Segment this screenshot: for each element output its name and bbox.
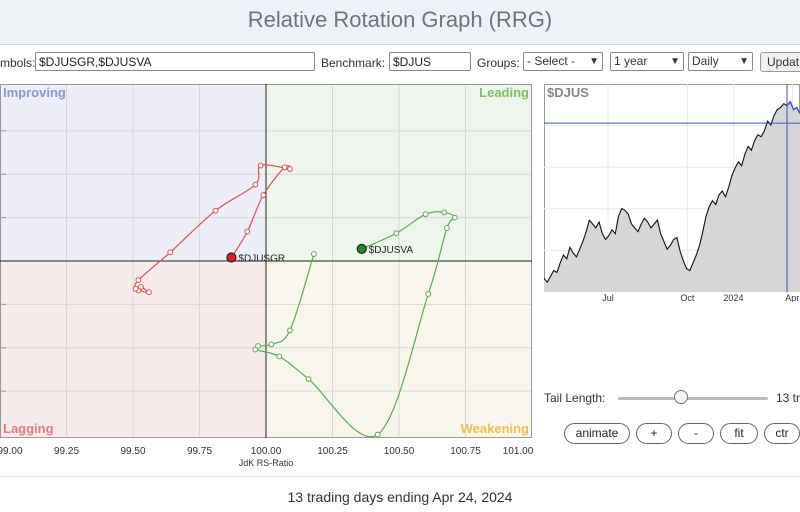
price-area-fill [544,101,800,292]
tail-point [287,327,293,334]
tail-length-control: Tail Length: 13 tra [544,388,800,408]
tail-point [244,228,251,235]
tail-point [212,207,219,214]
groups-select[interactable]: - Select - ▼ [523,52,603,71]
zoom-out-button[interactable]: - [678,423,714,444]
chevron-down-icon: ▼ [739,56,749,67]
tail-point [287,166,293,172]
price-chart-title: $DJUS [547,85,589,100]
series-head-marker [226,252,237,263]
rrg-chart[interactable]: Improving Leading Lagging Weakening 99.00 99.… [0,82,544,474]
x-tick-label: 100.50 [384,446,415,457]
zoom-in-button[interactable]: + [636,423,672,444]
period-select[interactable]: 1 year ▼ [610,52,684,71]
frequency-select-value: Daily [692,54,719,68]
tail-point [422,211,429,218]
x-tick-label: 100.00 [251,446,282,457]
benchmark-input[interactable]: $DJUS [389,52,471,71]
price-x-tick-label: Jul [602,293,614,302]
series-label: $DJUSGR [238,254,285,265]
quadrant-label-weakening: Weakening [461,421,529,436]
tail-point [135,277,142,283]
tail-length-slider-handle[interactable] [674,390,688,404]
tail-point [443,225,450,231]
benchmark-label: Benchmark: [321,56,386,70]
symbols-input[interactable]: $DJUSGR,$DJUSVA [35,52,315,71]
tail-point [146,289,152,296]
x-axis-label: JdK RS-Ratio [239,458,294,468]
tail-point [393,230,400,237]
tail-point [260,192,267,198]
tail-point [305,376,312,382]
tail-length-label: Tail Length: [544,391,606,405]
tail-point [276,353,283,360]
series-label: $DJUSVA [369,245,414,256]
tail-point [451,214,458,221]
price-x-tick-label: Apr [785,293,799,302]
animate-button[interactable]: animate [564,423,630,444]
price-x-tick-label: 2024 [723,293,743,302]
symbols-label: mbols: [0,56,36,70]
playback-controls: animate + - fit ctr [564,423,800,445]
title-bar: Relative Rotation Graph (RRG) [0,0,800,45]
tail-point [252,181,259,188]
update-button[interactable]: Updat [760,52,800,72]
price-line [544,100,800,284]
x-tick-label: 99.25 [54,446,79,457]
fit-button[interactable]: fit [720,423,758,444]
x-tick-label: 99.75 [187,446,212,457]
quadrant-label-lagging: Lagging [3,421,54,436]
tail-point [132,285,139,292]
price-x-tick-label: Oct [680,293,695,302]
benchmark-price-chart: $DJUS Jul Oct 2024 Apr [544,84,800,302]
tail-length-slider-track[interactable] [618,397,768,400]
footer-caption: 13 trading days ending Apr 24, 2024 [287,489,513,505]
series-head-marker [356,243,367,254]
frequency-select[interactable]: Daily ▼ [688,52,753,71]
tail-point [257,162,264,169]
chevron-down-icon: ▼ [670,56,680,67]
x-tick-label: 100.25 [317,446,348,457]
tail-point [167,249,174,256]
tail-point [268,341,275,348]
tail-point [374,431,381,438]
tail-point [281,164,288,171]
x-tick-label: 101.00 [503,446,534,457]
x-tick-label: 99.00 [0,446,23,457]
x-tick-label: 99.50 [120,446,145,457]
quadrant-label-improving: Improving [3,85,66,100]
tail-point [441,209,448,216]
groups-select-value: - Select - [527,54,576,68]
price-tail-highlight [786,100,800,114]
tail-length-value: 13 tra [776,391,800,405]
center-button[interactable]: ctr [764,423,800,444]
x-tick-label: 100.75 [450,446,481,457]
period-select-value: 1 year [614,54,648,68]
tail-point [252,346,259,353]
quadrant-label-leading: Leading [479,85,529,100]
controls-bar: mbols: $DJUSGR,$DJUSVA Benchmark: $DJUS … [0,50,800,76]
footer-divider [0,476,800,477]
groups-label: Groups: [477,56,520,70]
tail-point [425,291,432,297]
tail-point [310,251,317,257]
page-title: Relative Rotation Graph (RRG) [247,7,553,32]
chevron-down-icon: ▼ [589,56,599,67]
